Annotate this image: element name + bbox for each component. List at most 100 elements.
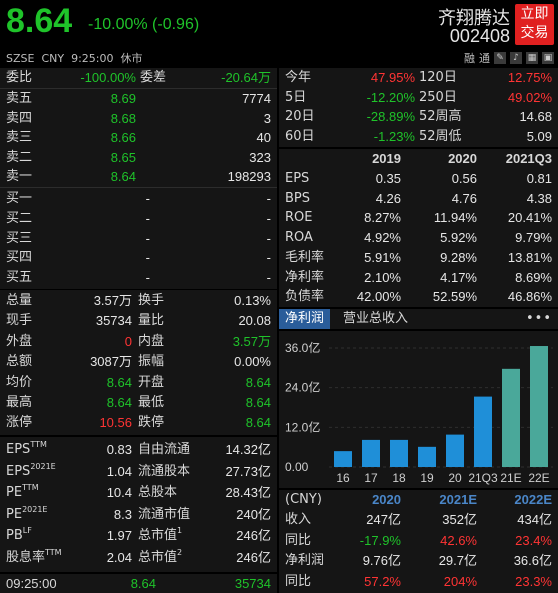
financials-value: 20.41% xyxy=(507,210,552,226)
financials-value: 4.17% xyxy=(440,269,477,285)
valuation-row: PBLF 1.97 总市值1 246亿 xyxy=(0,526,277,545)
valuation-label-text: EPS xyxy=(6,463,31,479)
chart-bar[interactable] xyxy=(418,446,436,467)
trade-now-button[interactable]: 立即 交易 xyxy=(515,4,554,45)
valuation-label-sup: 2 xyxy=(177,548,183,557)
chart-bar[interactable] xyxy=(446,434,464,467)
performance-row: 今年 47.95% 120日 12.75% xyxy=(279,68,558,87)
tick-price: 8.64 xyxy=(130,576,156,591)
valuation-label: EPSTTM xyxy=(6,440,47,459)
financials-value: 4.92% xyxy=(364,230,401,246)
y-tick-label: 36.0亿 xyxy=(285,340,320,355)
chart-bar[interactable] xyxy=(502,368,520,467)
financials-header: 2019 2020 2021Q3 xyxy=(279,149,558,168)
forecast-value: -17.9% xyxy=(359,532,401,548)
bell-icon[interactable]: ♪ xyxy=(510,52,522,64)
x-tick-label: 19 xyxy=(420,471,434,485)
forecast-row: 收入 247亿 352亿 434亿 xyxy=(279,510,558,529)
ask-price: 8.64 xyxy=(110,169,136,185)
tick-volume: 35734 xyxy=(234,576,271,591)
y-tick-label: 24.0亿 xyxy=(285,380,320,395)
grid-icon[interactable]: ▦ xyxy=(526,52,538,64)
tab-revenue[interactable]: 营业总收入 xyxy=(343,311,409,326)
financials-row: ROE 8.27% 11.94% 20.41% xyxy=(279,208,558,227)
financials-row: 负债率 42.00% 52.59% 46.86% xyxy=(279,287,558,306)
bid-price: - xyxy=(145,250,150,266)
performance-label: 20日 xyxy=(285,109,315,125)
valuation-label-text: 自由流通 xyxy=(138,442,191,457)
forecast-label: 同比 xyxy=(285,573,312,589)
financials-label: 毛利率 xyxy=(285,249,325,265)
valuation-row: PE2021E 8.3 流通市值 240亿 xyxy=(0,505,277,524)
financials-label: 负债率 xyxy=(285,289,325,305)
ask-level-row: 卖二 8.65 323 xyxy=(0,148,277,167)
chart-bar[interactable] xyxy=(334,451,352,467)
bid-volume: - xyxy=(266,270,271,286)
chart-bar[interactable] xyxy=(474,396,492,467)
valuation-label-sup: TTM xyxy=(30,440,47,449)
valuation-panel: EPSTTM 0.83 自由流通 14.32亿 EPS2021E 1.04 流通股本 27.7… xyxy=(0,437,277,572)
forecast-value: 247亿 xyxy=(366,512,401,527)
stock-code: 002408 xyxy=(449,26,510,46)
valuation-row: EPS2021E 1.04 流通股本 27.73亿 xyxy=(0,462,277,481)
valuation-label: PBLF xyxy=(6,526,32,545)
stat-row: 现手 35734 量比 20.08 xyxy=(0,311,277,330)
ask-level-row: 卖一 8.64 198293 xyxy=(0,167,277,186)
valuation-row: 股息率TTM 2.04 总市值2 246亿 xyxy=(0,548,277,567)
last-price: 8.64 xyxy=(6,2,73,40)
performance-label: 250日 xyxy=(419,89,457,105)
more-icon[interactable]: ▣ xyxy=(542,52,554,64)
chart-bar[interactable] xyxy=(390,439,408,467)
trade-button-line1: 立即 xyxy=(520,6,549,22)
forecast-col-2021e: 2021E xyxy=(439,492,477,507)
valuation-label-text: 流通股本 xyxy=(138,463,191,479)
financials-label: EPS xyxy=(285,171,310,186)
y-tick-label: 0.00 xyxy=(285,460,309,474)
forecast-value: 36.6亿 xyxy=(513,553,552,568)
stat-label: 最低 xyxy=(138,395,165,410)
x-tick-label: 20 xyxy=(448,471,462,485)
currency-label: CNY xyxy=(41,52,65,65)
stat-row: 均价 8.64 开盘 8.64 xyxy=(0,373,277,392)
stat-row: 总量 3.57万 换手 0.13% xyxy=(0,291,277,310)
performance-label: 5日 xyxy=(285,89,307,105)
market-status: 休市 xyxy=(120,52,143,65)
stat-value: 0.00% xyxy=(234,354,271,370)
ask-level-row: 卖四 8.68 3 xyxy=(0,109,277,128)
forecast-col-2022e: 2022E xyxy=(514,492,552,507)
financials-value: 9.79% xyxy=(515,230,552,246)
forecast-currency: (CNY) xyxy=(285,492,322,507)
bid-level-row: 买四 - - xyxy=(0,248,277,267)
weibi-value: -100.00% xyxy=(80,70,136,85)
performance-value: 14.68 xyxy=(519,109,552,125)
stat-value: 3.57万 xyxy=(93,293,132,308)
performance-value: -1.23% xyxy=(373,128,415,144)
bid-level-row: 买二 - - xyxy=(0,209,277,228)
stat-row: 最高 8.64 最低 8.64 xyxy=(0,393,277,412)
stat-value: 0 xyxy=(124,333,132,349)
net-profit-bar-chart: 0.00 12.0亿 24.0亿 36.0亿 16 17 18 19 20 21Q3 21E 22E xyxy=(285,340,553,485)
chart-bar[interactable] xyxy=(530,346,548,467)
valuation-label-sup: TTM xyxy=(45,548,62,557)
stat-value: 20.08 xyxy=(238,313,271,329)
financials-value: 5.92% xyxy=(440,230,477,246)
ask-volume: 323 xyxy=(249,149,271,165)
performance-value: -28.89% xyxy=(366,109,415,125)
financials-panel: 2019 2020 2021Q3 EPS 0.35 0.56 0.81 BPS 4.26 4… xyxy=(279,149,558,307)
bid-level-label: 买一 xyxy=(6,191,33,206)
bid-level-label: 买五 xyxy=(6,270,33,286)
stat-row: 外盘 0 内盘 3.57万 xyxy=(0,332,277,351)
pencil-icon[interactable]: ✎ xyxy=(494,52,506,64)
valuation-value: 1.97 xyxy=(106,528,132,544)
chart-bar[interactable] xyxy=(362,439,380,467)
ask-level-row: 卖五 8.69 7774 xyxy=(0,89,277,108)
tab-net-profit[interactable]: 净利润 xyxy=(279,309,331,329)
fin-col-2020: 2020 xyxy=(448,151,477,166)
quote-meta: SZSE CNY 9:25:00 休市 xyxy=(6,50,143,66)
financials-value: 13.81% xyxy=(507,249,552,265)
performance-label: 今年 xyxy=(285,70,312,85)
more-tabs-icon[interactable]: ••• xyxy=(525,311,552,326)
bid-price: - xyxy=(145,191,150,206)
bid-volume: - xyxy=(266,230,271,246)
valuation-label-text: 总市值 xyxy=(138,550,178,565)
